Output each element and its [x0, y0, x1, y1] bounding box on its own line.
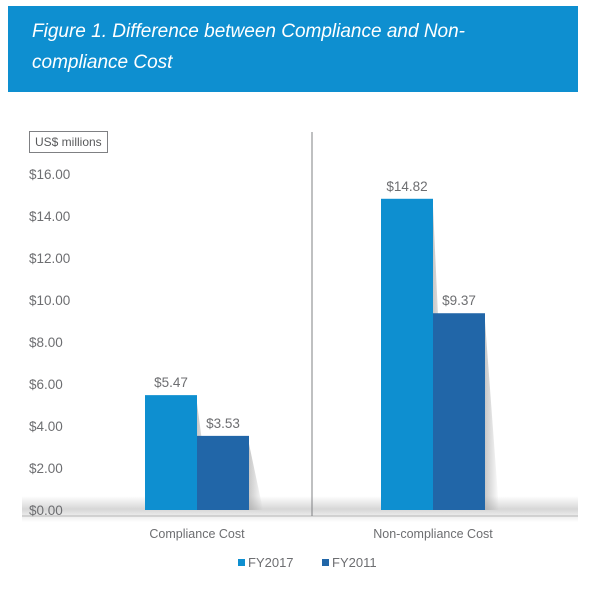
y-tick-label: $10.00 [29, 293, 70, 308]
bar-fy2011-compliance [197, 435, 249, 510]
y-tick-label: $2.00 [29, 461, 63, 476]
data-label: $14.82 [386, 179, 427, 194]
y-tick-label: $12.00 [29, 251, 70, 266]
y-tick-label: $0.00 [29, 503, 63, 518]
legend-label-fy2017: FY2017 [248, 555, 294, 570]
y-tick-label: $4.00 [29, 419, 63, 434]
data-label: $5.47 [154, 375, 188, 390]
legend-item-fy2011: FY2011 [322, 553, 377, 573]
data-label: $3.53 [206, 416, 240, 431]
bar-fy2017-non-compliance [381, 198, 433, 510]
legend-label-fy2011: FY2011 [332, 555, 377, 570]
legend-item-fy2017: FY2017 [238, 553, 294, 573]
legend-swatch-fy2017 [238, 559, 245, 566]
bar-fy2017-compliance [145, 395, 197, 510]
title-band: Figure 1. Difference between Compliance … [8, 6, 578, 92]
data-label: $9.37 [442, 293, 476, 308]
chart-title: Figure 1. Difference between Compliance … [32, 21, 466, 73]
y-tick-label: $14.00 [29, 209, 70, 224]
bar-shadow [485, 321, 499, 510]
y-axis-unit-label: US$ millions [29, 131, 108, 153]
y-tick-label: $8.00 [29, 335, 63, 350]
bar-fy2011-non-compliance [433, 313, 485, 510]
bar-shadow [249, 443, 263, 510]
category-label: Non-compliance Cost [373, 527, 493, 541]
legend: FY2017 FY2011 [0, 553, 600, 573]
category-label: Compliance Cost [149, 527, 245, 541]
y-tick-label: $16.00 [29, 167, 70, 182]
y-tick-label: $6.00 [29, 377, 63, 392]
legend-swatch-fy2011 [322, 559, 329, 566]
